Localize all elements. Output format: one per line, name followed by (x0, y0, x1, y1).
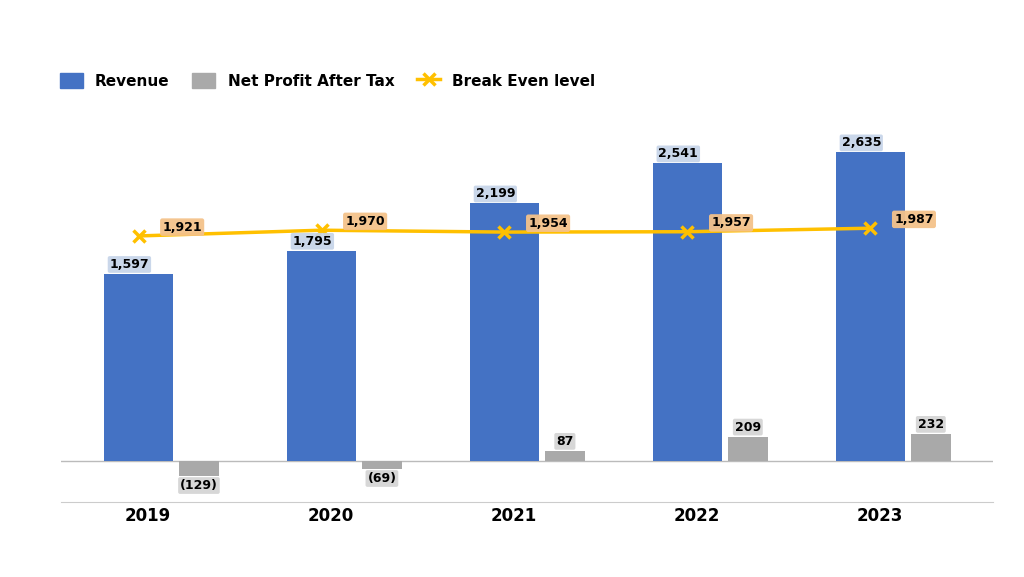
Bar (728, 437, 768, 461)
Text: 232: 232 (918, 418, 944, 431)
Bar (836, 152, 905, 461)
Text: (69): (69) (368, 472, 396, 485)
Text: 1,957: 1,957 (712, 216, 751, 230)
Text: 1,921: 1,921 (163, 220, 202, 234)
Text: 1,597: 1,597 (110, 258, 150, 271)
Text: 1,970: 1,970 (345, 215, 385, 228)
Bar (545, 451, 585, 461)
Legend: Revenue, Net Profit After Tax, Break Even level: Revenue, Net Profit After Tax, Break Eve… (59, 73, 596, 89)
Text: 2,635: 2,635 (842, 136, 881, 149)
Text: 87: 87 (556, 435, 573, 448)
Bar (652, 163, 722, 461)
Text: 1,795: 1,795 (293, 235, 332, 248)
Bar (910, 434, 951, 461)
Text: Break Even Chart ($'000): Break Even Chart ($'000) (365, 52, 659, 72)
Text: 1,987: 1,987 (894, 213, 934, 226)
Bar (470, 203, 540, 461)
Text: 1,954: 1,954 (528, 217, 568, 230)
Bar (179, 461, 219, 476)
Text: 2,541: 2,541 (658, 147, 698, 160)
Text: (129): (129) (180, 479, 218, 492)
Bar (103, 274, 173, 461)
Text: 2,199: 2,199 (475, 188, 515, 200)
Bar (287, 250, 356, 461)
Text: 209: 209 (735, 421, 761, 433)
Bar (361, 461, 402, 469)
